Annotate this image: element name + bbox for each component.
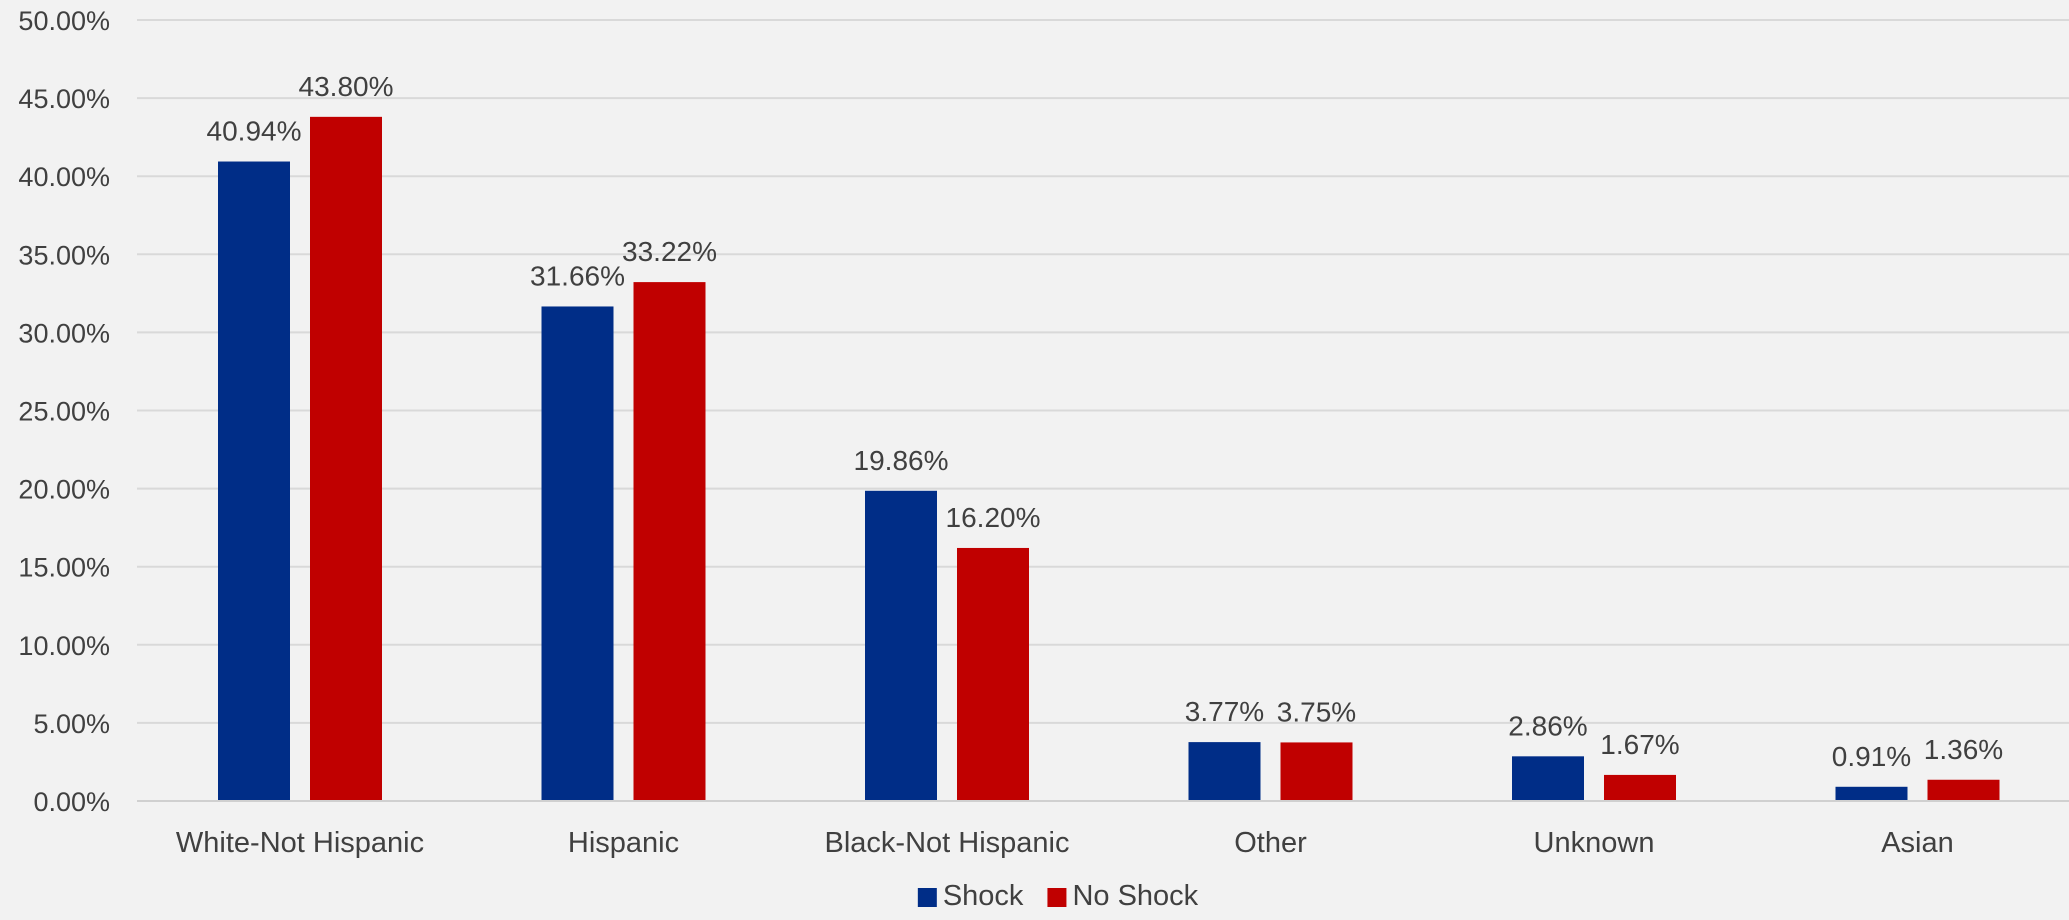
bar	[633, 282, 706, 801]
legend-swatch	[1047, 888, 1067, 907]
x-category-label: Black-Not Hispanic	[825, 827, 1070, 859]
data-label: 33.22%	[622, 236, 717, 267]
x-category-label: Hispanic	[568, 827, 679, 859]
data-label: 3.77%	[1185, 696, 1264, 727]
x-category-label: Asian	[1881, 827, 1954, 859]
bars	[218, 116, 2000, 802]
legend: Shock No Shock	[917, 880, 1199, 912]
bar	[1280, 742, 1353, 801]
y-tick-label: 5.00%	[33, 709, 110, 739]
y-tick-label: 15.00%	[18, 553, 110, 583]
y-tick-label: 45.00%	[18, 84, 110, 114]
bar	[218, 161, 290, 801]
data-label: 2.86%	[1508, 710, 1587, 741]
data-label: 16.20%	[946, 502, 1041, 533]
bar	[1188, 742, 1261, 801]
legend-label: Shock	[943, 880, 1024, 912]
y-tick-label: 30.00%	[18, 318, 110, 348]
legend-swatch	[917, 888, 937, 907]
bar	[541, 306, 614, 801]
bar	[957, 547, 1029, 801]
bar	[1927, 779, 2000, 801]
bar	[310, 116, 382, 802]
data-label: 1.36%	[1924, 734, 2003, 765]
bar	[1512, 756, 1584, 801]
bar	[1835, 786, 1908, 801]
x-category-label: Unknown	[1534, 827, 1655, 859]
y-tick-label: 0.00%	[33, 787, 110, 817]
y-tick-label: 40.00%	[18, 162, 110, 192]
data-label: 1.67%	[1600, 729, 1679, 760]
data-labels: 40.94% 43.80% 31.66%33.22% 19.86% 16.20% 3.77…	[207, 71, 2004, 772]
bar	[1604, 774, 1676, 801]
gridlines	[137, 19, 2069, 724]
data-label: 31.66%	[530, 260, 625, 291]
data-label: 40.94%	[207, 116, 302, 147]
y-tick-label: 25.00%	[18, 397, 110, 427]
y-tick-label: 10.00%	[18, 631, 110, 661]
data-label: 0.91%	[1832, 741, 1911, 772]
x-category-label: Other	[1234, 827, 1307, 859]
y-tick-label: 50.00%	[18, 6, 110, 36]
data-label: 3.75%	[1277, 696, 1356, 727]
x-category-label: White-Not Hispanic	[176, 827, 424, 859]
y-axis-tick-labels: 0.00% 5.00% 10.00% 15.00% 20.00% 25.00% 30.00%…	[18, 6, 110, 817]
y-tick-label: 20.00%	[18, 475, 110, 505]
x-axis-category-labels: White-Not Hispanic Hispanic Black-Not Hisp…	[176, 827, 1954, 859]
legend-label: No Shock	[1072, 880, 1198, 912]
data-label: 43.80%	[299, 71, 394, 102]
data-label: 19.86%	[854, 445, 949, 476]
bar	[865, 490, 937, 801]
y-tick-label: 35.00%	[18, 240, 110, 270]
